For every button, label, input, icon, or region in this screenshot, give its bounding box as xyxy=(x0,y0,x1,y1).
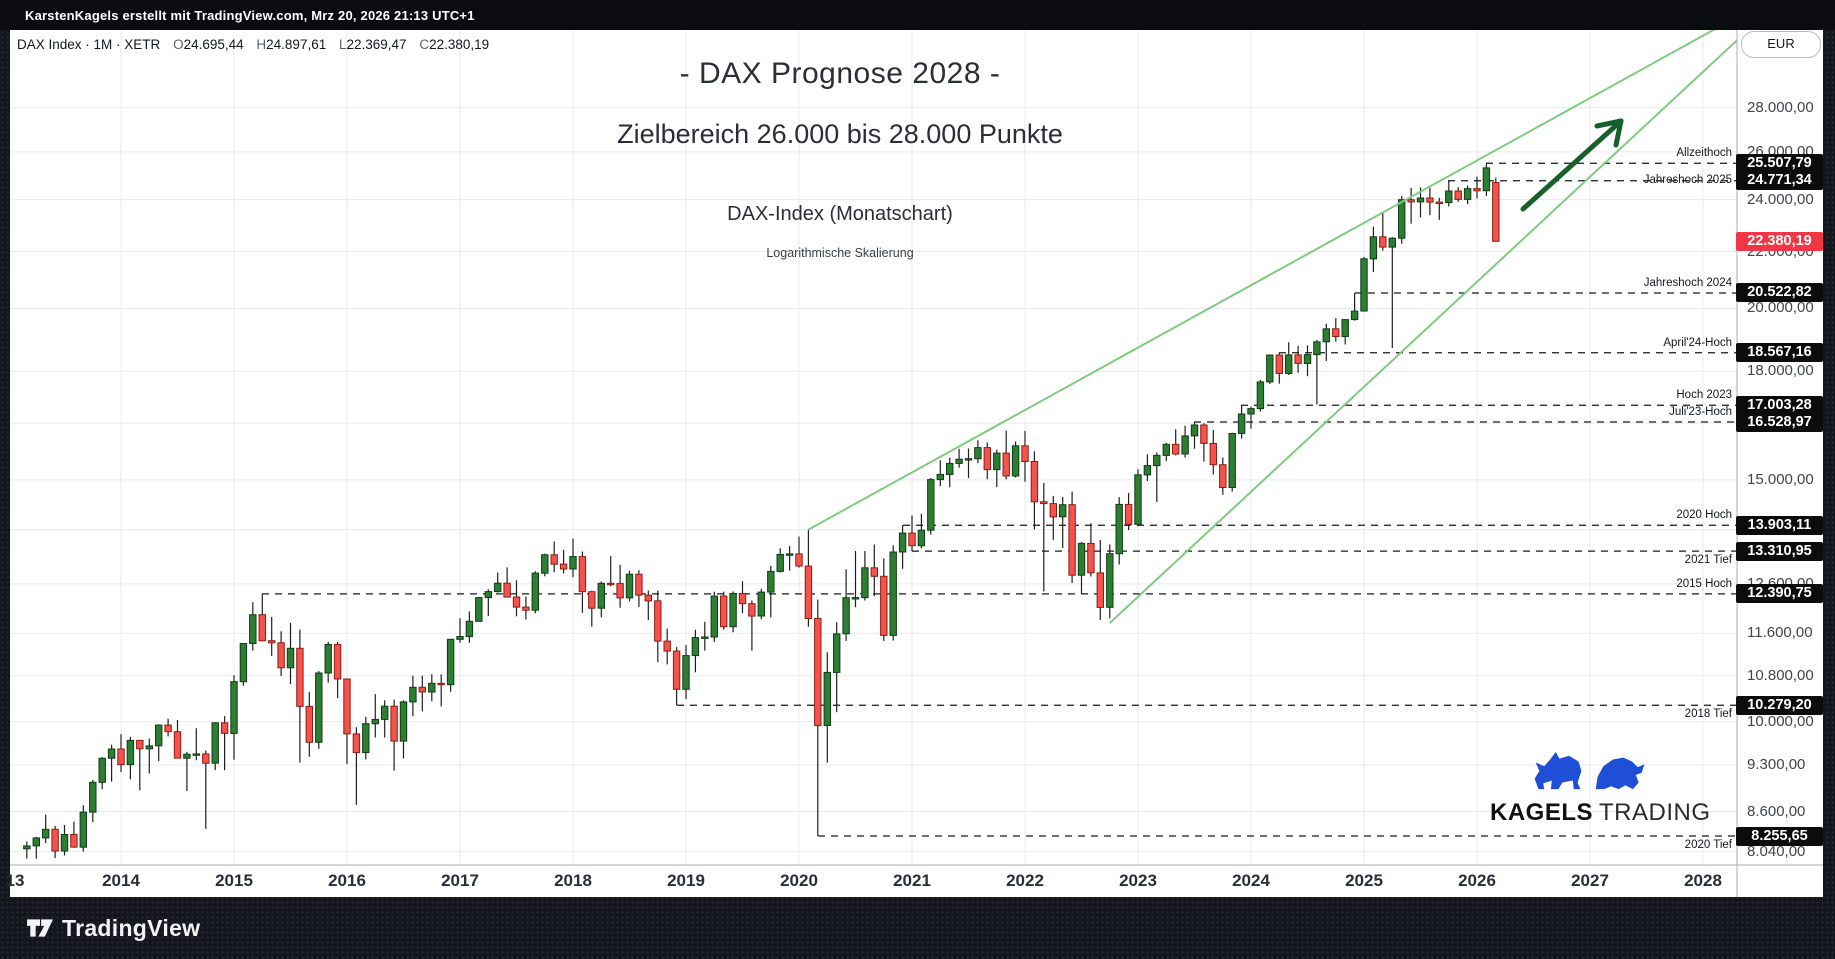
low-value: 22.369,47 xyxy=(346,37,407,52)
open-value: 24.695,44 xyxy=(183,37,244,52)
close-label: C xyxy=(419,37,430,52)
high-label: H xyxy=(256,37,267,52)
symbol-title: DAX Index · 1M · XETR xyxy=(17,37,161,52)
currency-button[interactable]: EUR xyxy=(1741,31,1821,58)
close-value: 22.380,19 xyxy=(429,37,490,52)
creator-bar: KarstenKagels erstellt mit TradingView.c… xyxy=(0,0,1835,30)
open-label: O xyxy=(173,37,184,52)
tradingview-brand-text: TradingView xyxy=(62,914,201,941)
symbol-legend: DAX Index · 1M · XETR O24.695,44 H24.897… xyxy=(17,37,489,52)
tradingview-logo[interactable]: TradingView xyxy=(26,915,200,942)
footer-bar: TradingView xyxy=(0,897,1835,959)
creator-text: KarstenKagels erstellt mit TradingView.c… xyxy=(25,7,475,23)
low-label: L xyxy=(338,37,347,52)
tradingview-mark-icon xyxy=(27,919,53,937)
chart-pane[interactable] xyxy=(10,30,1823,897)
high-value: 24.897,61 xyxy=(266,37,327,52)
